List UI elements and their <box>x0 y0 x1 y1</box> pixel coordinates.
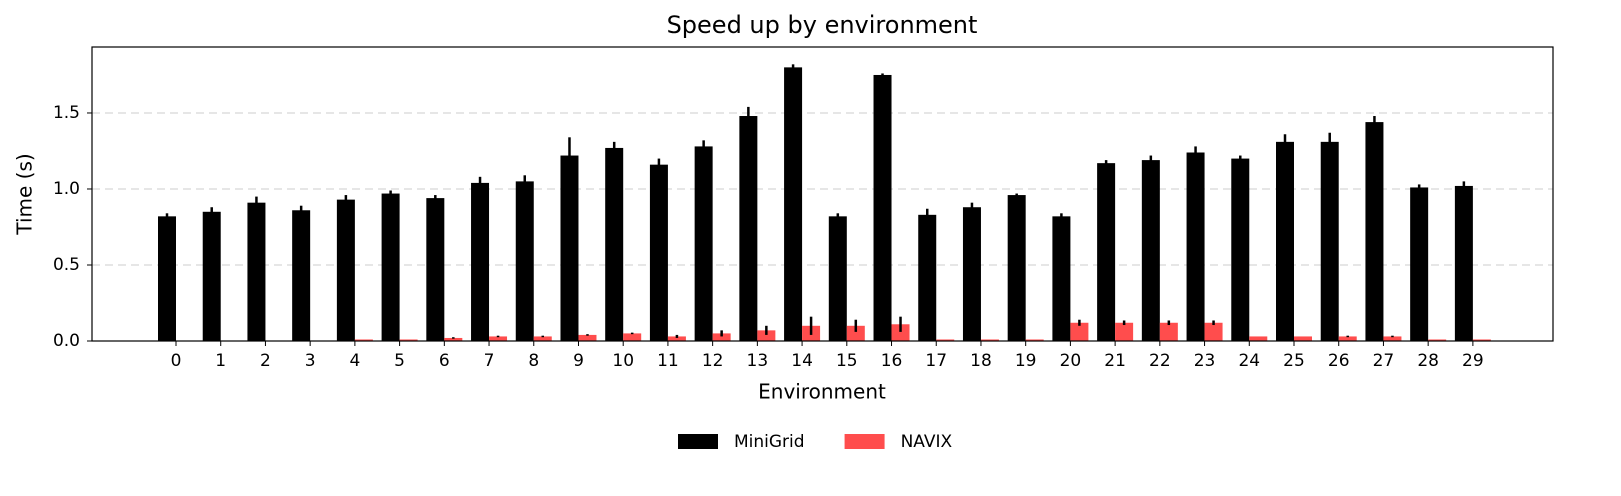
bar <box>578 334 597 341</box>
x-tick-label: 10 <box>612 351 634 371</box>
x-tick-label: 19 <box>1015 351 1037 371</box>
bar <box>399 339 418 341</box>
bar <box>1249 336 1268 341</box>
bar <box>1472 339 1491 341</box>
bar <box>158 216 176 341</box>
bar <box>292 210 311 341</box>
bar <box>1141 160 1160 341</box>
bar <box>444 337 463 341</box>
x-tick-label: 7 <box>484 351 495 371</box>
legend-swatch <box>678 434 718 449</box>
bar <box>1320 141 1339 341</box>
bar <box>667 336 686 341</box>
bar <box>1428 339 1447 341</box>
bar <box>1115 322 1134 341</box>
bar <box>1294 336 1312 341</box>
bar <box>1365 122 1384 341</box>
x-tick-label: 2 <box>260 351 271 371</box>
bar <box>712 333 731 341</box>
bar <box>649 164 668 341</box>
bar <box>1159 322 1178 341</box>
bar <box>605 147 624 341</box>
bar <box>202 211 221 341</box>
bar <box>1454 185 1473 341</box>
x-tick-label: 18 <box>970 351 992 371</box>
x-tick-label: 27 <box>1373 351 1395 371</box>
bar <box>784 67 803 342</box>
x-tick-label: 5 <box>394 351 405 371</box>
x-axis-label: Environment <box>758 380 886 404</box>
bar <box>471 182 490 341</box>
y-tick-label: 1.0 <box>53 179 80 199</box>
bar <box>828 216 847 341</box>
bar <box>1410 187 1429 341</box>
x-tick-label: 21 <box>1104 351 1126 371</box>
x-tick-label: 1 <box>215 351 226 371</box>
bar <box>381 193 400 341</box>
bar <box>354 339 373 341</box>
bar <box>623 333 642 341</box>
bar <box>846 325 865 341</box>
bar <box>1097 163 1116 341</box>
x-tick-label: 28 <box>1417 351 1439 371</box>
bar <box>1070 322 1089 341</box>
y-axis-label: Time (s) <box>13 153 37 235</box>
bar <box>739 116 758 342</box>
x-tick-label: 29 <box>1462 351 1484 371</box>
x-tick-label: 6 <box>439 351 450 371</box>
bar <box>918 214 937 341</box>
bar <box>1007 195 1026 341</box>
bar <box>962 207 981 341</box>
x-tick-label: 16 <box>881 351 903 371</box>
x-tick-label: 13 <box>747 351 769 371</box>
bar <box>1231 158 1250 341</box>
bar <box>936 339 955 341</box>
x-tick-label: 22 <box>1149 351 1171 371</box>
y-tick-label: 1.5 <box>53 103 80 123</box>
x-tick-label: 9 <box>573 351 584 371</box>
bar <box>1204 322 1223 341</box>
y-tick-label: 0.0 <box>53 331 80 351</box>
bar <box>1052 216 1071 341</box>
x-tick-label: 26 <box>1328 351 1350 371</box>
x-tick-label: 8 <box>528 351 539 371</box>
x-tick-label: 14 <box>791 351 813 371</box>
x-tick-label: 0 <box>171 351 182 371</box>
x-tick-label: 11 <box>657 351 679 371</box>
bar <box>1025 339 1044 341</box>
x-tick-label: 3 <box>305 351 316 371</box>
bar <box>1186 152 1205 341</box>
bar <box>515 181 534 341</box>
x-tick-label: 23 <box>1194 351 1216 371</box>
bar <box>1276 141 1294 341</box>
bar <box>980 339 999 341</box>
x-tick-label: 17 <box>925 351 947 371</box>
x-tick-label: 12 <box>702 351 724 371</box>
bar <box>426 198 445 341</box>
legend-label: NAVIX <box>901 432 953 452</box>
bar <box>1383 336 1402 341</box>
bar <box>891 324 910 341</box>
bar <box>533 336 552 341</box>
bar <box>336 199 355 341</box>
bar <box>560 155 579 341</box>
bar <box>694 146 713 341</box>
x-tick-label: 15 <box>836 351 858 371</box>
x-tick-label: 25 <box>1283 351 1305 371</box>
bar <box>1338 336 1357 341</box>
legend-swatch <box>844 434 885 449</box>
legend-label: MiniGrid <box>734 432 805 452</box>
y-tick-label: 0.5 <box>53 255 80 275</box>
x-tick-label: 20 <box>1060 351 1082 371</box>
chart-title: Speed up by environment <box>667 11 978 39</box>
x-tick-label: 24 <box>1238 351 1260 371</box>
plot-frame <box>91 46 1554 342</box>
x-tick-label: 4 <box>349 351 360 371</box>
bar <box>873 74 892 342</box>
bar <box>489 336 508 341</box>
bar <box>247 202 266 341</box>
bar <box>757 330 776 341</box>
